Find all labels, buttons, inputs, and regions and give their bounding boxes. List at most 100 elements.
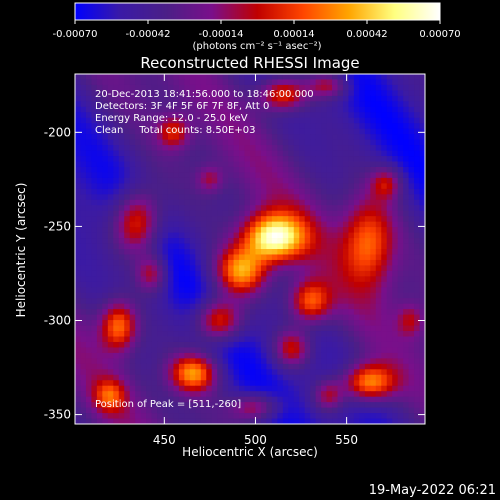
heatmap-cell <box>250 221 256 228</box>
heatmap-cell <box>228 161 234 168</box>
heatmap-cell <box>184 369 191 376</box>
heatmap-cell <box>266 84 273 91</box>
heatmap-cell <box>146 385 152 392</box>
heatmap-cell <box>321 352 327 359</box>
heatmap-cell <box>239 227 245 233</box>
heatmap-cell <box>260 413 267 419</box>
heatmap-cell <box>102 309 109 316</box>
heatmap-cell <box>414 374 420 381</box>
heatmap-cell <box>337 341 344 348</box>
heatmap-cell <box>386 363 393 370</box>
heatmap-cell <box>75 199 81 206</box>
heatmap-cell <box>310 134 317 141</box>
heatmap-cell <box>102 396 109 403</box>
heatmap-cell <box>146 112 152 119</box>
heatmap-cell <box>353 320 360 326</box>
heatmap-cell <box>124 210 131 217</box>
heatmap-cell <box>135 150 142 157</box>
heatmap-cell <box>206 74 213 80</box>
heatmap-cell <box>228 352 234 359</box>
heatmap-cell <box>337 156 344 162</box>
heatmap-cell <box>342 74 349 80</box>
heatmap-cell <box>419 320 426 326</box>
heatmap-cell <box>173 172 180 179</box>
heatmap-cell <box>135 341 142 348</box>
heatmap-cell <box>288 183 295 190</box>
heatmap-cell <box>353 84 360 91</box>
heatmap-cell <box>321 106 327 113</box>
heatmap-cell <box>129 210 136 217</box>
heatmap-cell <box>342 303 349 310</box>
heatmap-cell <box>375 183 382 190</box>
heatmap-cell <box>288 352 295 359</box>
heatmap-cell <box>140 199 147 206</box>
heatmap-cell <box>288 347 295 354</box>
heatmap-cell <box>386 188 393 195</box>
heatmap-cell <box>222 380 229 387</box>
heatmap-cell <box>392 216 399 223</box>
heatmap-cell <box>299 374 306 381</box>
heatmap-cell <box>244 156 251 162</box>
heatmap-cell <box>266 188 273 195</box>
heatmap-cell <box>102 380 109 387</box>
heatmap-cell <box>408 101 415 108</box>
heatmap-cell <box>375 303 382 310</box>
heatmap-cell <box>96 150 103 157</box>
heatmap-cell <box>233 74 240 80</box>
heatmap-cell <box>113 172 120 179</box>
heatmap-cell <box>403 249 409 255</box>
heatmap-cell <box>173 358 180 365</box>
heatmap-cell <box>419 270 426 277</box>
heatmap-cell <box>419 281 426 288</box>
heatmap-cell <box>353 309 360 316</box>
heatmap-cell <box>102 287 109 294</box>
heatmap-cell <box>381 166 388 173</box>
heatmap-cell <box>266 221 273 228</box>
heatmap-cell <box>211 413 218 419</box>
heatmap-cell <box>113 265 120 272</box>
heatmap-cell <box>228 341 234 348</box>
heatmap-cell <box>233 123 240 130</box>
heatmap-cell <box>211 123 218 130</box>
heatmap-cell <box>364 385 371 392</box>
heatmap-cell <box>260 221 267 228</box>
heatmap-cell <box>414 309 420 316</box>
heatmap-cell <box>304 341 311 348</box>
heatmap-cell <box>342 402 349 408</box>
heatmap-cell <box>403 166 409 173</box>
heatmap-cell <box>157 134 163 141</box>
heatmap-cell <box>288 298 295 305</box>
heatmap-cell <box>326 188 333 195</box>
heatmap-cell <box>359 270 366 277</box>
heatmap-cell <box>206 188 213 195</box>
heatmap-cell <box>206 112 213 119</box>
heatmap-cell <box>91 276 98 283</box>
heatmap-cell <box>250 407 256 414</box>
heatmap-cell <box>293 156 300 162</box>
heatmap-cell <box>288 166 295 173</box>
heatmap-cell <box>277 287 284 294</box>
heatmap-cell <box>359 101 366 108</box>
heatmap-cell <box>162 232 169 239</box>
heatmap-cell <box>113 156 120 162</box>
heatmap-cell <box>293 320 300 326</box>
heatmap-cell <box>386 134 393 141</box>
heatmap-cell <box>91 139 98 146</box>
heatmap-cell <box>359 199 366 206</box>
heatmap-cell <box>113 95 120 102</box>
heatmap-cell <box>184 232 191 239</box>
heatmap-cell <box>353 336 360 343</box>
heatmap-cell <box>107 74 114 80</box>
heatmap-cell <box>102 95 109 102</box>
heatmap-cell <box>233 391 240 398</box>
heatmap-cell <box>211 210 218 217</box>
heatmap-cell <box>75 363 81 370</box>
heatmap-cell <box>419 150 426 157</box>
heatmap-cell <box>260 363 267 370</box>
heatmap-cell <box>321 314 327 321</box>
heatmap-cell <box>107 183 114 190</box>
heatmap-cell <box>260 177 267 184</box>
heatmap-cell <box>337 309 344 316</box>
heatmap-cell <box>392 123 399 130</box>
heatmap-cell <box>157 298 163 305</box>
